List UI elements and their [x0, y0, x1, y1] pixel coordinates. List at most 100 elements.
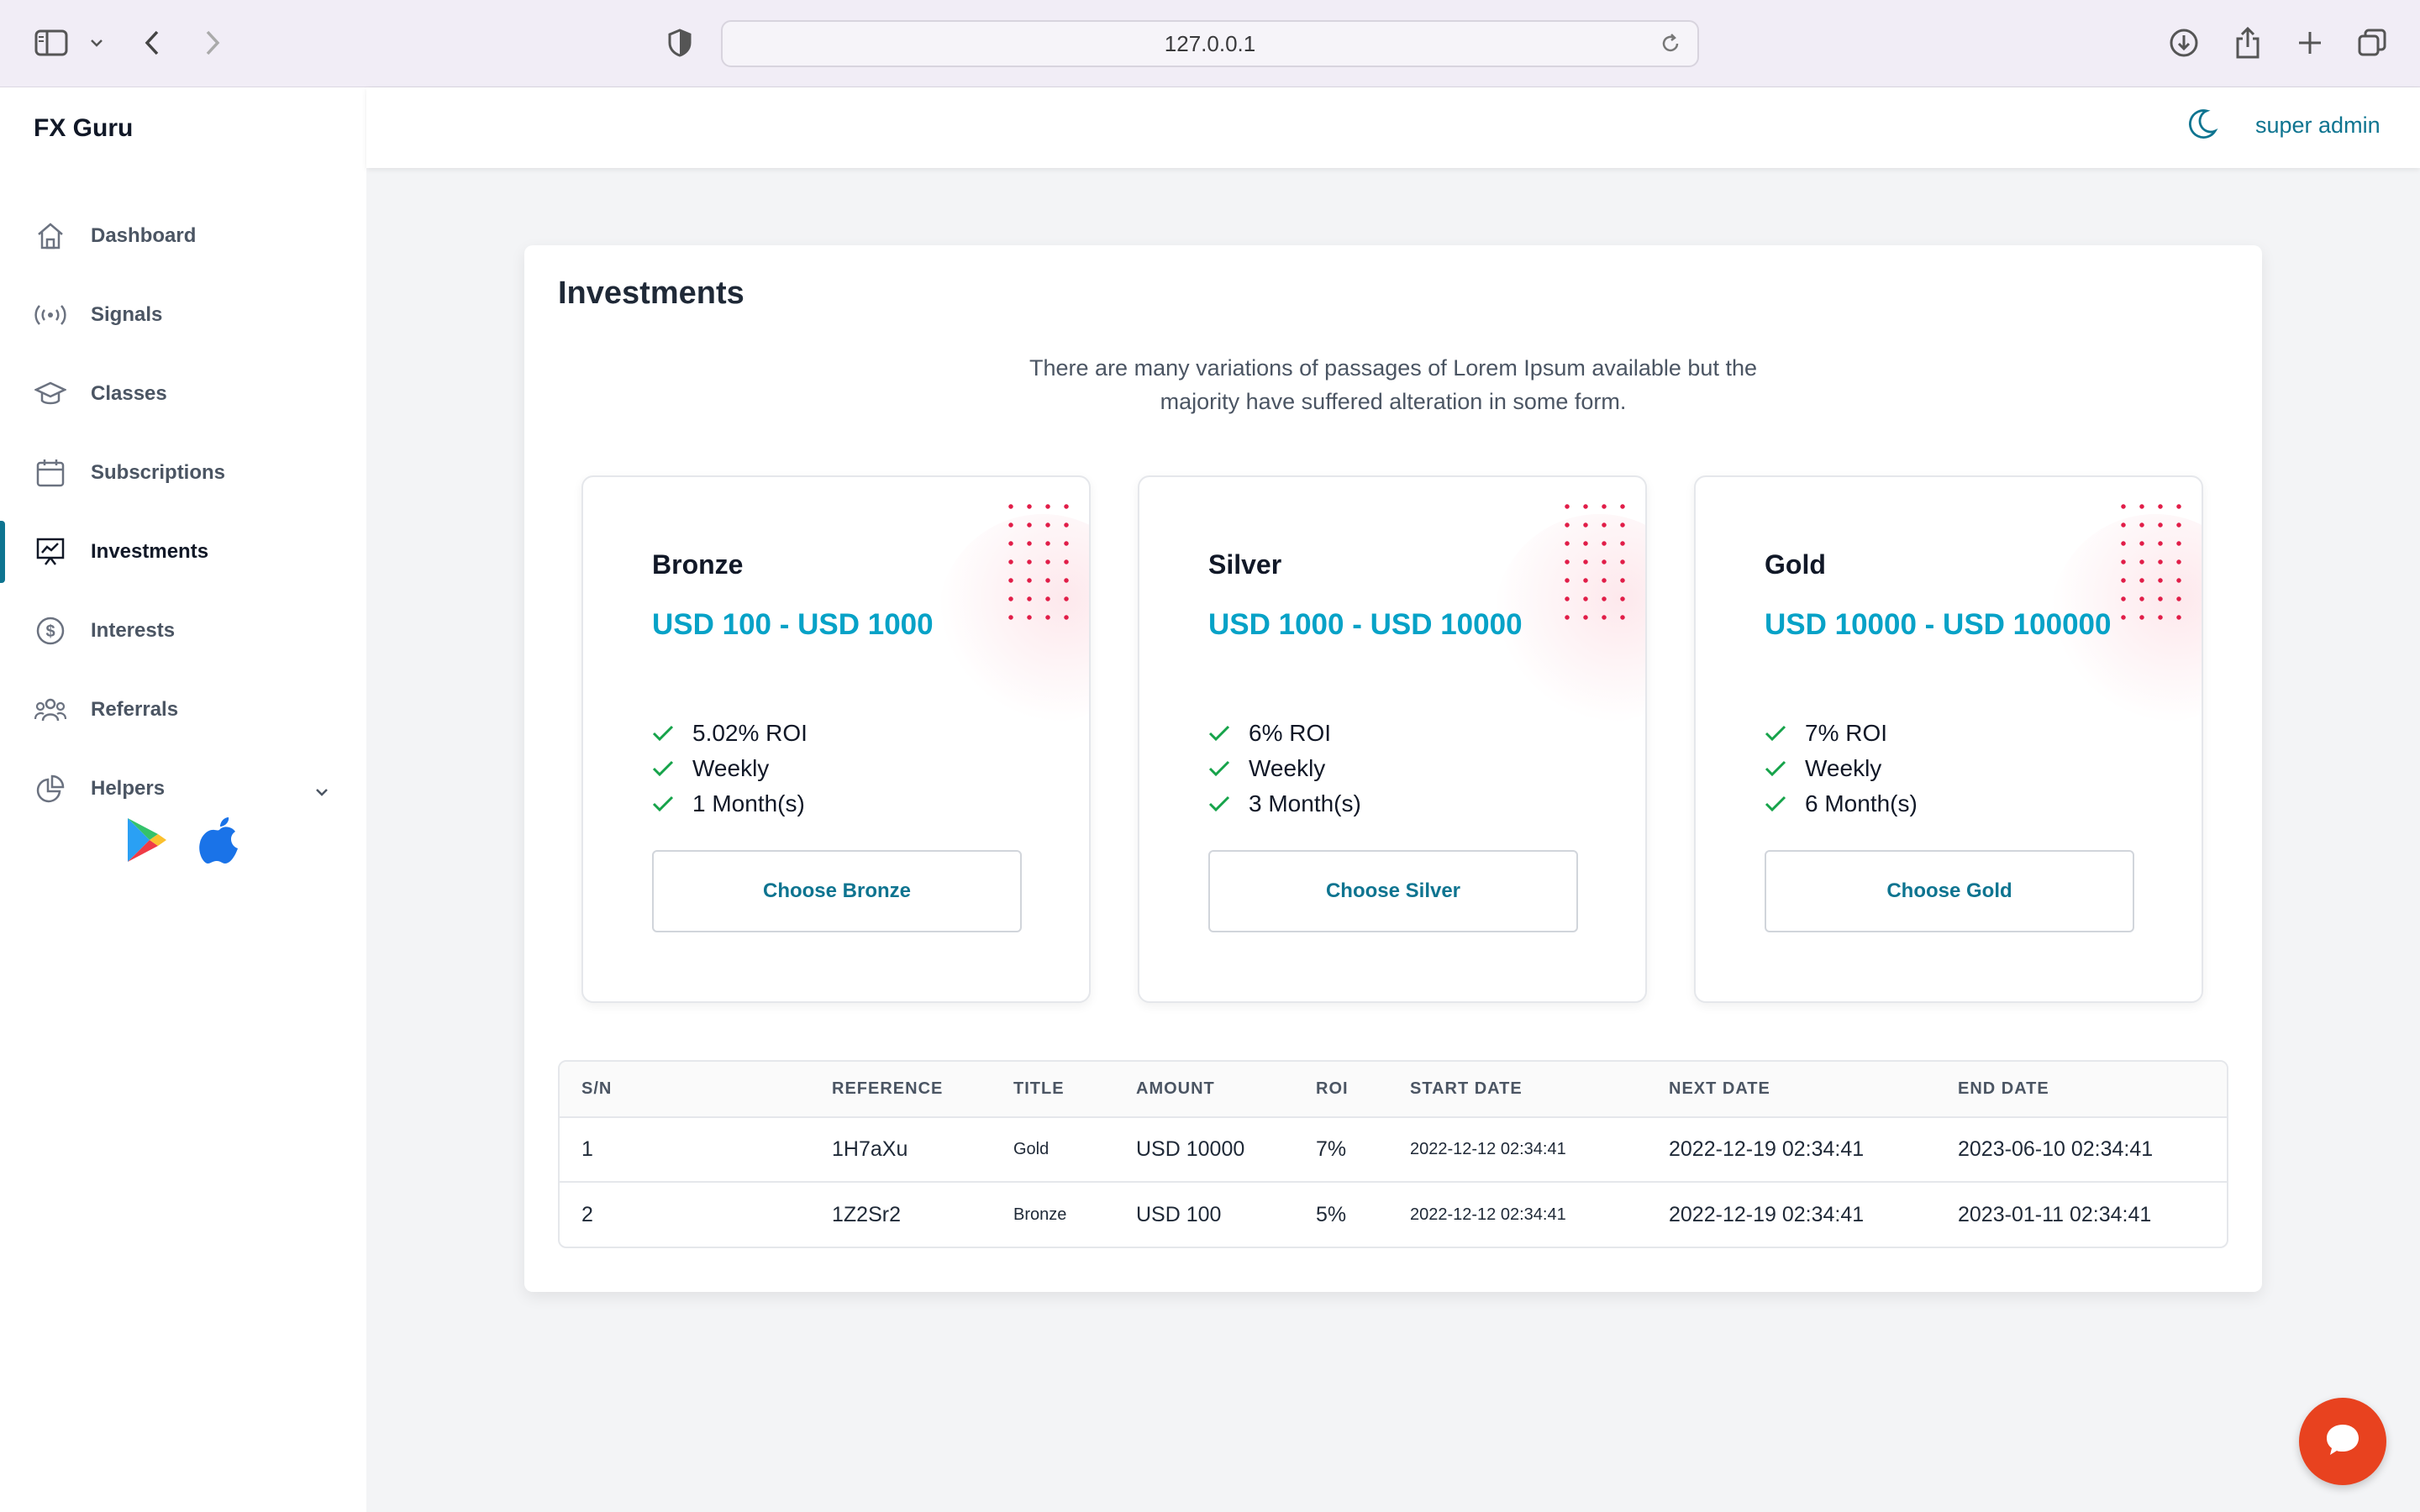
apple-store-icon[interactable] [198, 816, 240, 869]
table-cell: USD 10000 [1114, 1117, 1294, 1183]
chat-bubble-icon [2323, 1420, 2363, 1464]
dot-pattern-decoration [2114, 497, 2181, 632]
plan-name: Bronze [652, 549, 744, 580]
plan-feature: Weekly [1208, 751, 1361, 786]
top-header [366, 87, 2420, 168]
plan-feature-text: 3 Month(s) [1249, 790, 1361, 816]
plan-card-gold: Gold USD 10000 - USD 100000 7% ROI Weekl… [1694, 475, 2203, 1003]
download-icon[interactable] [2165, 24, 2203, 62]
sidebar-item-signals[interactable]: Signals [0, 276, 366, 354]
table-cell: 7% [1294, 1117, 1388, 1183]
plan-range: USD 100 - USD 1000 [652, 608, 934, 641]
dot-pattern-decoration [1002, 497, 1069, 632]
privacy-shield-icon[interactable] [660, 24, 699, 62]
user-menu-link[interactable]: super admin [2255, 113, 2381, 138]
investments-card: Investments There are many variations of… [524, 245, 2262, 1292]
sidebar-item-investments[interactable]: Investments [0, 512, 366, 591]
app-store-links [124, 816, 240, 869]
check-icon [1765, 725, 1790, 742]
plan-feature: 6 Month(s) [1765, 786, 1918, 822]
home-icon [34, 219, 67, 253]
plan-card-bronze: Bronze USD 100 - USD 1000 5.02% ROI Week… [581, 475, 1091, 1003]
plan-feature-text: Weekly [692, 755, 770, 781]
sidebar-item-dashboard[interactable]: Dashboard [0, 197, 366, 276]
plan-feature: Weekly [1765, 751, 1918, 786]
sidebar-item-interests[interactable]: $ Interests [0, 591, 366, 670]
plan-feature: 3 Month(s) [1208, 786, 1361, 822]
back-icon[interactable] [133, 24, 171, 62]
sidebar-item-referrals[interactable]: Referrals [0, 670, 366, 749]
sidebar-item-helpers[interactable]: Helpers [0, 749, 366, 828]
plan-features: 5.02% ROI Weekly 1 Month(s) [652, 716, 808, 822]
table-cell: 2022-12-19 02:34:41 [1669, 1202, 1865, 1226]
graduation-cap-icon [34, 377, 67, 411]
presentation-chart-icon [34, 535, 67, 569]
share-icon[interactable] [2228, 24, 2267, 62]
tab-overview-icon[interactable] [2353, 24, 2391, 62]
column-header: END DATE [1936, 1062, 2227, 1118]
plan-feature-text: 1 Month(s) [692, 790, 805, 816]
check-icon [1208, 795, 1234, 812]
sidebar-item-label: Subscriptions [91, 461, 226, 484]
check-icon [1765, 760, 1790, 777]
sidebar-item-classes[interactable]: Classes [0, 354, 366, 433]
plan-features: 6% ROI Weekly 3 Month(s) [1208, 716, 1361, 822]
table-cell: 2 [581, 1202, 593, 1226]
sidebar-item-subscriptions[interactable]: Subscriptions [0, 433, 366, 512]
choose-bronze-button[interactable]: Choose Bronze [652, 850, 1022, 932]
table-cell: Gold [992, 1117, 1114, 1183]
chat-launcher-button[interactable] [2299, 1398, 2386, 1485]
forward-icon[interactable] [193, 24, 232, 62]
plan-feature: 5.02% ROI [652, 716, 808, 751]
url-text: 127.0.0.1 [1164, 30, 1256, 56]
new-tab-icon[interactable] [2291, 24, 2329, 62]
choose-silver-button[interactable]: Choose Silver [1208, 850, 1578, 932]
plan-feature-text: Weekly [1249, 755, 1326, 781]
column-header: TITLE [992, 1062, 1114, 1118]
table-cell: 2022-12-19 02:34:41 [1647, 1117, 1936, 1183]
google-play-icon[interactable] [124, 816, 168, 869]
check-icon [652, 795, 677, 812]
brand-logo-text[interactable]: FX Guru [34, 114, 134, 142]
column-header: REFERENCE [810, 1062, 992, 1118]
table-cell: 1H7aXu [810, 1117, 992, 1183]
table-cell: 2023-01-11 02:34:41 [1958, 1202, 2152, 1226]
plan-feature-text: Weekly [1805, 755, 1882, 781]
reload-icon[interactable] [1659, 32, 1682, 61]
table-cell: 1 [560, 1117, 810, 1183]
sidebar-nav: Dashboard Signals Classes Subscriptions … [0, 197, 366, 828]
page-title: Investments [558, 276, 744, 311]
table-cell: 5% [1316, 1202, 1347, 1226]
chevron-down-icon[interactable] [77, 24, 116, 62]
plan-name: Gold [1765, 549, 1826, 580]
table-cell: USD 100 [1136, 1202, 1222, 1226]
table-cell: 2023-06-10 02:34:41 [1936, 1117, 2227, 1183]
sidebar-item-label: Dashboard [91, 224, 197, 247]
moon-icon[interactable] [2185, 108, 2218, 145]
column-header: AMOUNT [1114, 1062, 1294, 1118]
sidebar-item-label: Investments [91, 540, 209, 563]
sidebar-item-label: Interests [91, 619, 176, 642]
column-header: START DATE [1388, 1062, 1647, 1118]
column-header: NEXT DATE [1647, 1062, 1936, 1118]
sidebar-toggle-icon[interactable] [32, 24, 71, 62]
browser-toolbar: 127.0.0.1 [0, 0, 2420, 87]
check-icon [652, 725, 677, 742]
choose-gold-button[interactable]: Choose Gold [1765, 850, 2134, 932]
check-icon [1765, 795, 1790, 812]
pie-chart-icon [34, 772, 67, 806]
plan-feature: 7% ROI [1765, 716, 1918, 751]
broadcast-icon [34, 298, 67, 332]
table-header-row: S/N REFERENCE TITLE AMOUNT ROI START DAT… [560, 1062, 2227, 1118]
column-header: S/N [560, 1062, 810, 1118]
sidebar-item-label: Helpers [91, 777, 166, 800]
sidebar-item-label: Classes [91, 382, 167, 405]
table-row: 2 1Z2Sr2 Bronze USD 100 5% 2022-12-12 02… [560, 1182, 2227, 1247]
calendar-icon [34, 456, 67, 490]
sidebar-item-label: Signals [91, 303, 163, 326]
sidebar: FX Guru Dashboard Signals Classes Subscr… [0, 87, 366, 1512]
check-icon [1208, 725, 1234, 742]
address-bar[interactable]: 127.0.0.1 [721, 20, 1699, 67]
svg-text:$: $ [45, 622, 55, 641]
plan-feature: Weekly [652, 751, 808, 786]
